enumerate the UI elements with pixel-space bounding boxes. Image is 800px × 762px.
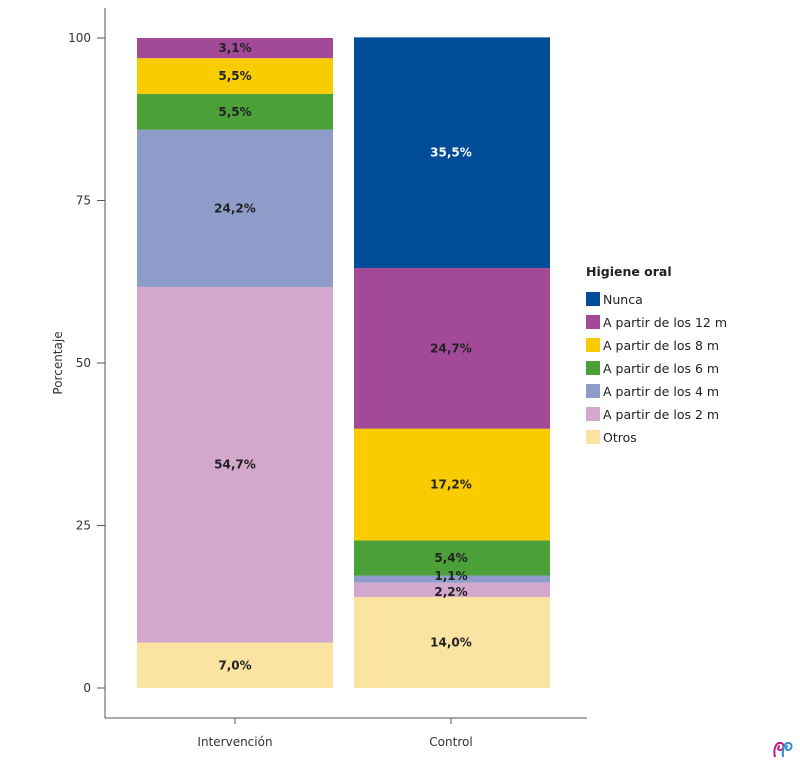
legend-label: A partir de los 4 m (603, 384, 719, 399)
data-label: 5,5% (218, 69, 251, 83)
y-tick-label: 50 (76, 356, 91, 370)
bar-segment (137, 286, 333, 643)
bar-segment (354, 268, 550, 429)
legend-title: Higiene oral (586, 264, 672, 279)
legend-swatch (586, 384, 600, 398)
data-label: 5,4% (434, 551, 467, 565)
legend-swatch (586, 361, 600, 375)
bar-segment (137, 642, 333, 688)
legend-swatch (586, 292, 600, 306)
data-labels: 7,0% 54,7% 24,2% 5,5% 5,5% 3,1% 14,0% 2,2% 1,1% 5… (214, 41, 472, 672)
bar-segment (354, 428, 550, 541)
data-label: 7,0% (218, 658, 251, 672)
data-label: 24,2% (214, 201, 256, 215)
bar-segment (354, 597, 550, 688)
legend-label: A partir de los 2 m (603, 407, 719, 422)
bar-segment (354, 540, 550, 576)
data-label: 1,1% (434, 569, 467, 583)
data-label: 3,1% (218, 41, 251, 55)
y-axis-label: Porcentaje (51, 331, 65, 394)
bar-segment (354, 575, 550, 583)
legend-label: A partir de los 12 m (603, 315, 727, 330)
axes: 0 25 50 75 100 Intervención Control Porcentaje (51, 8, 587, 749)
legend: Higiene oral Nunca A partir de los 12 m A p… (586, 264, 727, 445)
y-tick-label: 100 (68, 31, 91, 45)
legend-swatch (586, 430, 600, 444)
data-label: 24,7% (430, 341, 472, 355)
x-tick-label: Intervención (197, 735, 272, 749)
data-label: 17,2% (430, 478, 472, 492)
y-tick-label: 0 (83, 681, 91, 695)
data-label: 14,0% (430, 636, 472, 650)
logo-icon (773, 741, 793, 758)
bar-segment (137, 38, 333, 59)
bar-segment (137, 129, 333, 287)
legend-swatch (586, 407, 600, 421)
data-label: 54,7% (214, 458, 256, 472)
y-tick-label: 75 (76, 194, 91, 208)
y-tick-label: 25 (76, 519, 91, 533)
data-label: 5,5% (218, 105, 251, 119)
legend-label: Otros (603, 430, 637, 445)
data-label: 35,5% (430, 146, 472, 160)
bar-segment (354, 582, 550, 597)
legend-label: A partir de los 6 m (603, 361, 719, 376)
legend-swatch (586, 338, 600, 352)
bar-segment (137, 93, 333, 130)
legend-swatch (586, 315, 600, 329)
bar-segment (354, 37, 550, 269)
bars (137, 37, 550, 688)
bar-segment (137, 58, 333, 94)
x-tick-label: Control (429, 735, 472, 749)
legend-label: A partir de los 8 m (603, 338, 719, 353)
legend-label: Nunca (603, 292, 643, 307)
data-label: 2,2% (434, 585, 467, 599)
